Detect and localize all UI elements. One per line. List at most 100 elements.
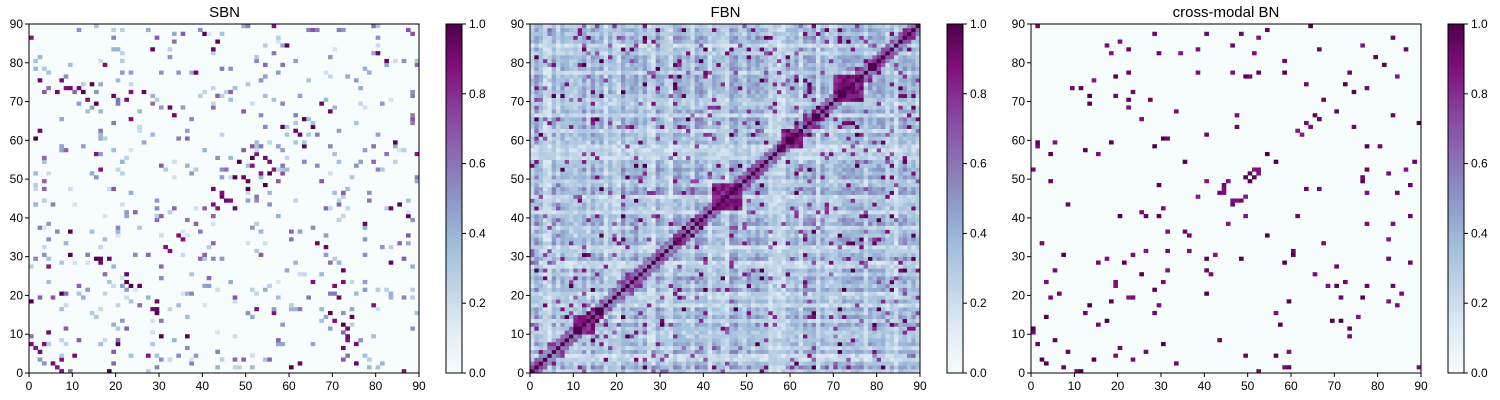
heatmap-cell [842,307,847,312]
heatmap-cell [193,167,199,172]
heatmap-cell [846,357,851,362]
heatmap-cell [137,283,142,288]
heatmap-cell [742,186,747,192]
heatmap-cell [833,349,838,354]
heatmap-cell [677,190,682,195]
heatmap-cell [855,361,860,366]
heatmap-cell [608,210,613,215]
heatmap-cell [543,202,548,207]
heatmap-cell [228,155,233,161]
heatmap-cell [534,326,539,331]
heatmap-cell [530,357,535,362]
heatmap-cell [885,248,890,254]
heatmap-cell [530,221,535,226]
heatmap-cell [642,217,648,223]
heatmap-cell [42,186,47,192]
heatmap-cell [63,86,69,91]
heatmap-cell [599,314,604,320]
heatmap-cell [850,307,856,312]
heatmap-cell [699,353,704,358]
heatmap-cell [915,233,921,238]
heatmap-cell [276,341,281,347]
heatmap-cell [586,264,591,269]
heatmap-cell [868,322,873,327]
heatmap-cell [612,314,617,320]
heatmap-cell [660,318,665,323]
heatmap-cell [651,256,656,261]
heatmap-cell [755,194,760,199]
heatmap-cell [898,353,903,358]
heatmap-cell [725,260,730,265]
heatmap-cell [629,369,635,374]
heatmap-cell [159,214,164,219]
heatmap-cell [556,190,561,195]
heatmap-cell [742,338,747,343]
heatmap-cell [798,357,804,362]
heatmap-cell [790,268,795,273]
heatmap-cell [837,291,843,296]
heatmap-cell [885,210,890,215]
heatmap-cell [894,210,899,215]
heatmap-cell [820,190,825,195]
heatmap-cell [707,229,713,234]
heatmap-cell [560,310,565,316]
heatmap-cell [241,24,246,29]
heatmap-cell [651,241,656,246]
heatmap-cell [738,194,743,199]
heatmap-cell [755,283,760,288]
heatmap-cell [781,276,786,281]
heatmap-cell [833,310,838,316]
heatmap-cell [785,353,791,358]
heatmap-cell [660,214,665,219]
heatmap-cell [564,225,570,230]
heatmap-cell [729,272,734,277]
heatmap-cell [712,217,717,223]
heatmap-cell [677,326,682,331]
heatmap-cell [703,299,708,304]
heatmap-cell [902,283,908,288]
heatmap-cell [560,318,565,323]
heatmap-cell [608,221,613,226]
heatmap-cell [677,206,682,211]
heatmap-cell [655,276,661,281]
heatmap-cell [733,318,739,323]
heatmap-cell [863,287,869,292]
heatmap-cell [837,217,843,223]
heatmap-cell [785,369,791,374]
heatmap-cell [551,345,557,351]
heatmap-cell [280,43,285,48]
heatmap-cell [794,369,799,374]
heatmap-cell [798,225,804,230]
heatmap-cell [803,303,808,308]
heatmap-cell [725,264,730,269]
heatmap-cell [690,198,695,203]
heatmap-cell [907,237,912,242]
heatmap-cell [820,303,825,308]
heatmap-cell [911,307,916,312]
heatmap-cell [608,268,613,273]
heatmap-cell [642,248,648,254]
heatmap-cell [612,287,617,292]
heatmap-cell [638,248,643,254]
heatmap-cell [859,330,864,335]
heatmap-cell [664,233,669,238]
heatmap-cell [556,198,561,203]
heatmap-cell [625,245,630,250]
heatmap-cell [811,210,817,215]
heatmap-cell [894,190,899,195]
heatmap-cell [146,369,151,374]
heatmap-cell [586,353,591,358]
heatmap-cell [712,307,717,312]
heatmap-cell [586,221,591,226]
heatmap-cell [703,369,708,374]
heatmap-cell [673,241,678,246]
heatmap-cell [733,349,739,354]
heatmap-cell [651,202,656,207]
heatmap-cell [625,341,630,347]
heatmap-cell [751,241,756,246]
heatmap-cell [547,248,552,254]
heatmap-cell [902,221,908,226]
heatmap-cell [629,310,635,316]
heatmap-cell [733,241,739,246]
heatmap-cell [898,283,903,288]
